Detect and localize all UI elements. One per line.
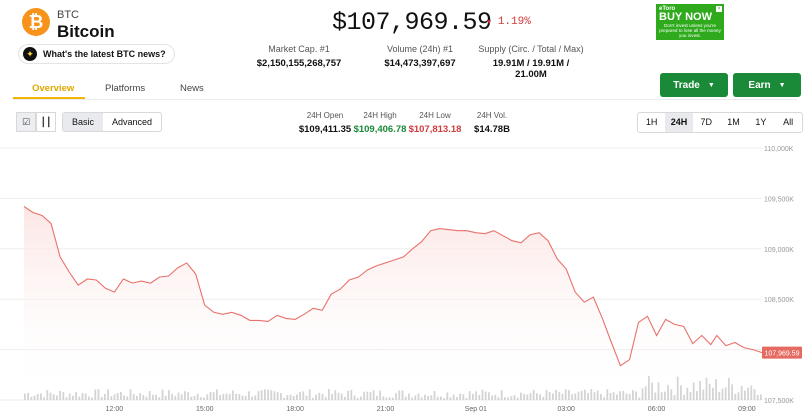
sparkle-icon: ✦ bbox=[23, 47, 37, 61]
current-price-label: 107,969.59 bbox=[764, 351, 799, 358]
coin-name: Bitcoin bbox=[57, 22, 115, 41]
current-price-tag bbox=[762, 346, 802, 359]
ohlc-high: 24H High $109,406.78 bbox=[351, 111, 409, 135]
ohlc-value: $109,411.35 bbox=[298, 124, 352, 135]
ohlc-value: $14.78B bbox=[474, 124, 510, 135]
stat-value: 19.91M / 19.91M / 21.00M bbox=[492, 58, 570, 80]
ad-brand: eToro bbox=[659, 6, 676, 12]
supply-stat: Supply (Circ. / Total / Max) 19.91M / 19… bbox=[476, 44, 586, 80]
ad-disclaimer: Don't invest unless you're prepared to l… bbox=[659, 23, 721, 38]
x-tick-label: 21:00 bbox=[377, 406, 395, 413]
range-24h-button[interactable]: 24H bbox=[665, 113, 693, 132]
x-tick-label: 03:00 bbox=[557, 406, 575, 413]
candlestick-icon: ┃┃ bbox=[40, 116, 52, 127]
trade-button[interactable]: Trade ▼ bbox=[660, 73, 728, 97]
ad-cta: BUY NOW bbox=[659, 11, 712, 23]
range-1y-button[interactable]: 1Y bbox=[755, 117, 767, 127]
time-range-selector: 1H 24H 7D 1M 1Y All bbox=[637, 112, 803, 133]
earn-button[interactable]: Earn ▼ bbox=[733, 73, 801, 97]
range-7d-button[interactable]: 7D bbox=[700, 117, 712, 127]
price-change-value: 1.19% bbox=[497, 16, 531, 28]
advanced-mode-button[interactable]: Advanced bbox=[112, 117, 153, 127]
tab-news[interactable]: News bbox=[180, 83, 204, 94]
earn-label: Earn bbox=[748, 79, 771, 91]
market-cap-stat: Market Cap. #1 $2,150,155,268,757 bbox=[244, 44, 354, 69]
tabs-divider bbox=[13, 99, 797, 100]
trade-label: Trade bbox=[673, 79, 700, 91]
ohlc-label: 24H Low bbox=[419, 111, 451, 120]
active-tab-indicator bbox=[13, 97, 85, 99]
stat-label: Supply (Circ. / Total / Max) bbox=[478, 44, 584, 54]
latest-news-button[interactable]: ✦ What's the latest BTC news? bbox=[18, 44, 175, 64]
current-price: $107,969.59 bbox=[332, 8, 492, 37]
x-tick-label: 12:00 bbox=[106, 406, 124, 413]
down-arrow-icon: ▼ bbox=[487, 19, 492, 27]
candle-chart-toggle[interactable]: ┃┃ bbox=[36, 112, 56, 132]
ad-info-icon[interactable]: × bbox=[716, 6, 722, 12]
ohlc-open: 24H Open $109,411.35 bbox=[296, 111, 354, 135]
ohlc-label: 24H High bbox=[363, 111, 397, 120]
y-tick-label: 107,500K bbox=[764, 398, 794, 405]
ohlc-volume: 24H Vol. $14.78B bbox=[463, 111, 521, 135]
y-tick-label: 108,500K bbox=[764, 297, 794, 304]
stat-label: Market Cap. #1 bbox=[268, 44, 330, 54]
latest-news-label: What's the latest BTC news? bbox=[43, 49, 166, 59]
coin-symbol: BTC bbox=[57, 9, 79, 21]
etoro-ad-banner[interactable]: eToro BUY NOW Don't invest unless you're… bbox=[656, 4, 724, 40]
x-tick-label: Sep 01 bbox=[465, 406, 487, 413]
line-chart-toggle[interactable]: ☑ bbox=[16, 112, 36, 132]
y-tick-label: 109,000K bbox=[764, 247, 794, 254]
chart-mode-toggle: Basic Advanced bbox=[62, 112, 163, 132]
x-tick-label: 09:00 bbox=[738, 406, 756, 413]
price-area bbox=[24, 206, 762, 400]
price-chart[interactable]: 110,000K109,500K109,000K108,500K108,000K… bbox=[0, 138, 810, 418]
x-tick-label: 15:00 bbox=[196, 406, 214, 413]
caret-down-icon: ▼ bbox=[778, 81, 786, 89]
ohlc-value: $109,406.78 bbox=[353, 124, 407, 135]
y-tick-label: 110,000K bbox=[764, 146, 794, 153]
price-change: ▼ 1.19% bbox=[487, 16, 531, 28]
range-1h-button[interactable]: 1H bbox=[645, 117, 658, 127]
bitcoin-logo-icon: ₿ bbox=[22, 8, 50, 36]
ohlc-label: 24H Open bbox=[306, 111, 344, 120]
volume-stat: Volume (24h) #1 $14,473,397,697 bbox=[365, 44, 475, 69]
ohlc-label: 24H Vol. bbox=[476, 111, 508, 120]
tab-platforms[interactable]: Platforms bbox=[105, 83, 146, 94]
y-tick-label: 109,500K bbox=[764, 196, 794, 203]
tab-overview[interactable]: Overview bbox=[32, 83, 75, 94]
caret-down-icon: ▼ bbox=[707, 81, 715, 89]
line-chart-icon: ☑ bbox=[21, 116, 31, 127]
price-line bbox=[23, 206, 763, 367]
stat-value: $2,150,155,268,757 bbox=[256, 58, 342, 69]
x-tick-label: 06:00 bbox=[648, 406, 666, 413]
stat-label: Volume (24h) #1 bbox=[386, 44, 454, 54]
range-all-button[interactable]: All bbox=[783, 117, 794, 127]
x-tick-label: 18:00 bbox=[286, 406, 304, 413]
basic-mode-button[interactable]: Basic bbox=[63, 113, 104, 131]
ohlc-low: 24H Low $107,813.18 bbox=[406, 111, 464, 135]
stat-value: $14,473,397,697 bbox=[384, 58, 456, 69]
range-1m-button[interactable]: 1M bbox=[727, 117, 740, 127]
ohlc-value: $107,813.18 bbox=[408, 124, 462, 135]
